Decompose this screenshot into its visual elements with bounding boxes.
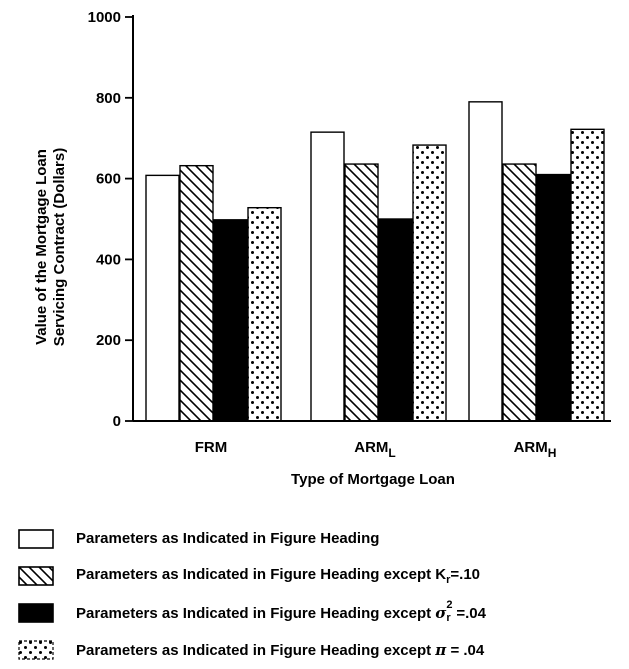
legend-item: Parameters as Indicated in Figure Headin… — [18, 631, 623, 668]
legend: Parameters as Indicated in Figure Headin… — [18, 520, 623, 668]
bar-chart: 0 200 400 600 800 1000 FRM ARML ARMH Value of t… — [33, 9, 611, 488]
y-tick-label: 600 — [96, 171, 121, 188]
y-axis-title-line-2: Servicing Contract (Dollars) — [51, 148, 68, 346]
legend-label: Parameters as Indicated in Figure Headin… — [76, 640, 485, 659]
bar-white — [310, 131, 345, 422]
y-tick-label: 800 — [96, 90, 121, 107]
bar-solid-black — [536, 173, 571, 422]
y-axis-title-line-1: Value of the Mortgage Loan — [33, 149, 50, 345]
legend-swatch-dots — [18, 639, 54, 660]
x-axis-title: Type of Mortgage Loan — [291, 471, 455, 488]
bar-dots — [570, 128, 605, 422]
legend-item: Parameters as Indicated in Figure Headin… — [18, 520, 623, 557]
legend-label: Parameters as Indicated in Figure Headin… — [76, 530, 380, 547]
x-axis-categories: FRM ARML ARMH — [195, 439, 557, 460]
legend-swatch-white — [18, 528, 54, 549]
bar-white — [145, 174, 180, 422]
bar-diagonal-hatch — [179, 164, 214, 422]
bar-dots — [247, 206, 282, 422]
y-axis-ticks: 0 200 400 600 800 1000 — [88, 9, 133, 430]
axes — [132, 15, 611, 422]
bars — [145, 101, 605, 422]
legend-label: Parameters as Indicated in Figure Headin… — [76, 565, 481, 586]
bar-solid-black — [213, 219, 248, 422]
y-tick-label: 1000 — [88, 9, 121, 26]
y-tick-label: 200 — [96, 332, 121, 349]
legend-swatch-solid — [18, 602, 54, 623]
bar-diagonal-hatch — [344, 163, 379, 422]
y-tick-label: 400 — [96, 251, 121, 268]
legend-swatch-hatch — [18, 565, 54, 586]
bar-dots — [412, 144, 447, 422]
bar-diagonal-hatch — [502, 163, 537, 422]
bar-solid-black — [378, 218, 413, 422]
legend-label: Parameters as Indicated in Figure Headin… — [76, 598, 486, 624]
x-category-label: FRM — [195, 439, 228, 456]
x-category-label: ARML — [354, 439, 396, 460]
legend-item: Parameters as Indicated in Figure Headin… — [18, 557, 623, 594]
x-category-label: ARMH — [514, 439, 557, 460]
bar-white — [468, 101, 503, 422]
y-tick-label: 0 — [113, 413, 121, 430]
legend-item: Parameters as Indicated in Figure Headin… — [18, 594, 623, 631]
